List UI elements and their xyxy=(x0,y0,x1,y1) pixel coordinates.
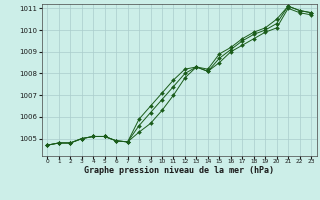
X-axis label: Graphe pression niveau de la mer (hPa): Graphe pression niveau de la mer (hPa) xyxy=(84,166,274,175)
